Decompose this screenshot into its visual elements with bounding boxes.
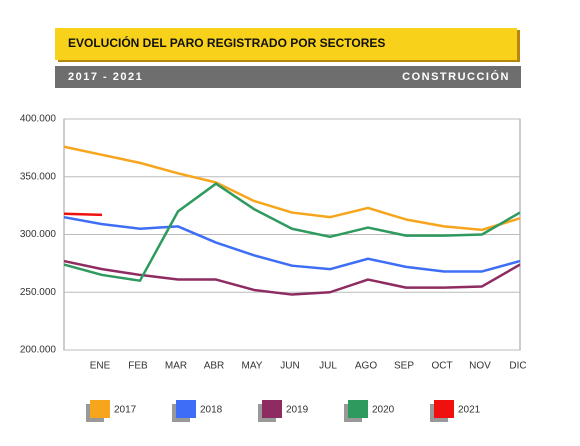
legend-label: 2021 xyxy=(458,405,481,416)
subtitle-bar xyxy=(55,66,521,88)
legend-swatch xyxy=(90,400,110,418)
x-tick-label: FEB xyxy=(128,361,148,372)
sector: CONSTRUCCIÓN xyxy=(402,70,510,83)
y-tick-label: 350.000 xyxy=(20,171,57,182)
series-line xyxy=(63,182,521,282)
chart-title: EVOLUCIÓN DEL PARO REGISTRADO POR SECTOR… xyxy=(68,35,385,50)
legend-label: 2019 xyxy=(286,405,309,416)
x-tick-label: OCT xyxy=(431,361,452,372)
x-tick-label: AGO xyxy=(355,361,377,372)
legend-label: 2018 xyxy=(200,405,223,416)
x-tick-label: DIC xyxy=(509,361,526,372)
series-line xyxy=(63,212,103,217)
x-tick-label: MAR xyxy=(165,361,187,372)
x-tick-label: ENE xyxy=(90,361,111,372)
y-tick-label: 300.000 xyxy=(20,229,57,240)
title-box xyxy=(55,28,517,60)
legend-label: 2017 xyxy=(114,405,137,416)
series-line xyxy=(63,145,521,232)
series-line xyxy=(63,259,521,296)
y-tick-label: 250.000 xyxy=(20,287,57,298)
x-tick-label: ABR xyxy=(204,361,225,372)
legend-swatch xyxy=(176,400,196,418)
series-line xyxy=(63,215,521,273)
legend-label: 2020 xyxy=(372,405,395,416)
legend-swatch xyxy=(262,400,282,418)
y-tick-label: 400.000 xyxy=(20,114,57,125)
x-tick-label: JUL xyxy=(319,361,337,372)
legend-swatch xyxy=(348,400,368,418)
legend-swatch xyxy=(434,400,454,418)
subtitle: 2017 - 2021 xyxy=(68,71,143,83)
x-tick-label: SEP xyxy=(394,361,414,372)
y-tick-label: 200.000 xyxy=(20,345,57,356)
x-tick-label: NOV xyxy=(469,361,491,372)
x-tick-label: JUN xyxy=(280,361,299,372)
x-tick-label: MAY xyxy=(242,361,263,372)
